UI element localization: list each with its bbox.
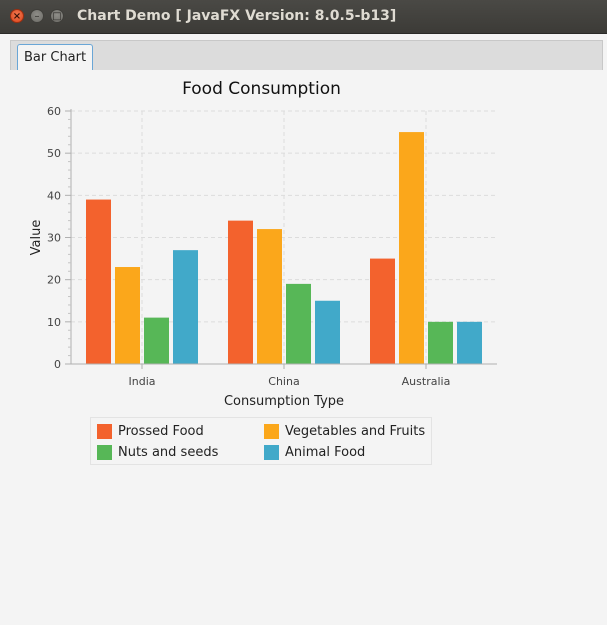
- y-tick-label: 0: [54, 358, 61, 371]
- bar: [257, 229, 282, 364]
- bar: [428, 321, 453, 364]
- window-title: Chart Demo [ JavaFX Version: 8.0.5-b13]: [77, 8, 397, 24]
- legend-swatch: [264, 424, 279, 439]
- legend-label: Nuts and seeds: [118, 445, 219, 460]
- bar: [115, 267, 140, 364]
- chart-legend: Prossed Food Vegetables and Fruits Nuts an…: [90, 417, 432, 465]
- legend-swatch: [264, 445, 279, 460]
- minimize-icon[interactable]: –: [30, 9, 44, 23]
- tab-bar-chart[interactable]: Bar Chart: [17, 44, 94, 71]
- bar: [286, 283, 311, 364]
- bar: [86, 199, 111, 364]
- chart-title: Food Consumption: [182, 79, 341, 99]
- y-tick-label: 10: [47, 316, 61, 329]
- legend-label: Prossed Food: [118, 424, 204, 439]
- legend-label: Vegetables and Fruits: [285, 424, 426, 439]
- bar: [228, 220, 253, 364]
- bar: [173, 250, 198, 364]
- y-tick-label: 20: [47, 274, 61, 287]
- legend-swatch: [97, 424, 112, 439]
- y-tick-label: 40: [47, 189, 61, 202]
- title-bar: × – □ Chart Demo [ JavaFX Version: 8.0.5…: [0, 0, 607, 34]
- bar: [144, 317, 169, 364]
- x-axis-label: Consumption Type: [224, 394, 344, 409]
- legend-label: Animal Food: [285, 445, 366, 460]
- bar: [399, 132, 424, 364]
- y-tick-label: 50: [47, 147, 61, 160]
- bar: [370, 258, 395, 364]
- maximize-icon[interactable]: □: [50, 9, 64, 23]
- bar: [315, 300, 340, 364]
- y-tick-label: 30: [47, 232, 61, 245]
- bar: [457, 321, 482, 364]
- y-tick-label: 60: [47, 105, 61, 118]
- x-tick-label: India: [129, 375, 156, 388]
- y-axis-label: Value: [29, 220, 44, 256]
- x-tick-label: China: [268, 375, 299, 388]
- legend-swatch: [97, 445, 112, 460]
- tab-strip: Bar Chart: [10, 40, 603, 71]
- close-icon[interactable]: ×: [10, 9, 24, 23]
- x-tick-label: Australia: [402, 375, 451, 388]
